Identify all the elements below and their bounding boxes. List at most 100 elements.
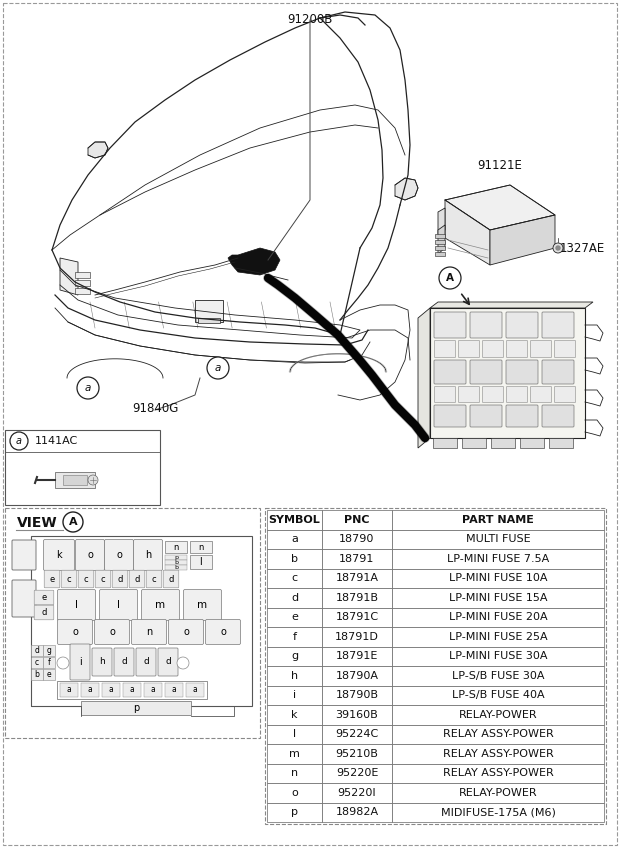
FancyBboxPatch shape [61,570,77,588]
Text: e: e [291,612,298,622]
FancyBboxPatch shape [531,341,552,358]
Bar [392,529,604,549]
Bar [549,438,573,448]
Text: LP-MINI FUSE 7.5A: LP-MINI FUSE 7.5A [447,554,549,564]
Bar [60,683,78,697]
Bar [267,744,322,763]
Text: a: a [66,685,71,695]
Bar [198,318,220,323]
Text: 39160B: 39160B [335,710,378,720]
Text: PART NAME: PART NAME [462,515,534,525]
FancyBboxPatch shape [554,387,575,403]
Text: n: n [174,543,179,551]
Bar [31,536,252,706]
Bar [43,657,55,668]
Text: n: n [198,543,204,551]
Bar [491,438,515,448]
Polygon shape [228,248,280,275]
Bar [322,627,392,646]
Bar [322,724,392,744]
Bar [144,683,162,697]
Text: RELAY-POWER: RELAY-POWER [459,788,538,798]
Bar [267,588,322,607]
FancyBboxPatch shape [146,570,162,588]
Text: SYMBOL: SYMBOL [268,515,321,525]
Bar [392,724,604,744]
Circle shape [177,657,189,669]
Text: LP-MINI FUSE 15A: LP-MINI FUSE 15A [449,593,547,603]
Text: n: n [146,627,152,637]
Bar [392,685,604,705]
FancyBboxPatch shape [482,341,503,358]
Text: f: f [293,632,296,642]
Text: 18790A: 18790A [335,671,378,681]
FancyBboxPatch shape [531,387,552,403]
Text: k: k [56,550,62,560]
Bar [392,588,604,607]
Text: o: o [109,627,115,637]
FancyBboxPatch shape [506,405,538,427]
Text: d: d [168,574,174,583]
FancyBboxPatch shape [542,405,574,427]
Bar [322,802,392,822]
FancyBboxPatch shape [12,540,36,570]
FancyBboxPatch shape [141,589,180,621]
FancyBboxPatch shape [205,620,241,644]
Text: n: n [291,768,298,778]
Text: i: i [293,690,296,700]
Text: d: d [35,646,40,655]
FancyBboxPatch shape [434,360,466,384]
Text: o: o [72,627,78,637]
Text: RELAY ASSY-POWER: RELAY ASSY-POWER [443,749,554,759]
Text: a: a [130,685,135,695]
FancyBboxPatch shape [114,648,134,676]
Bar [63,475,87,485]
Bar [267,646,322,666]
FancyBboxPatch shape [44,570,60,588]
FancyBboxPatch shape [70,644,90,680]
Polygon shape [60,258,78,295]
Text: o: o [183,627,189,637]
Bar [190,555,212,569]
Text: LP-MINI FUSE 20A: LP-MINI FUSE 20A [449,612,547,622]
FancyBboxPatch shape [459,341,479,358]
Bar [392,549,604,568]
Circle shape [207,357,229,379]
Circle shape [77,377,99,399]
FancyBboxPatch shape [470,360,502,384]
Text: l: l [117,600,120,610]
Text: 18791C: 18791C [335,612,379,622]
Polygon shape [438,208,445,234]
Bar [322,646,392,666]
Polygon shape [430,302,593,308]
Bar [75,288,90,294]
FancyBboxPatch shape [482,387,503,403]
Text: c: c [291,573,298,583]
Text: LP-S/B FUSE 40A: LP-S/B FUSE 40A [452,690,544,700]
Bar [392,744,604,763]
Text: d: d [165,657,171,667]
FancyBboxPatch shape [435,387,456,403]
FancyBboxPatch shape [158,648,178,676]
Bar [267,705,322,724]
Text: c: c [152,574,156,583]
FancyBboxPatch shape [34,605,54,620]
Bar [392,783,604,802]
Text: m: m [289,749,300,759]
Text: o: o [291,788,298,798]
Bar [123,683,141,697]
Bar [43,645,55,656]
Text: o: o [116,550,122,560]
Text: MIDIFUSE-175A (M6): MIDIFUSE-175A (M6) [441,807,556,817]
Polygon shape [395,178,418,200]
Text: RELAY ASSY-POWER: RELAY ASSY-POWER [443,768,554,778]
Text: 1327AE: 1327AE [560,242,605,254]
Text: m: m [156,600,166,610]
Text: b: b [174,560,178,565]
Bar [433,438,457,448]
FancyBboxPatch shape [554,341,575,358]
Text: c: c [67,574,71,583]
FancyBboxPatch shape [542,312,574,338]
Text: A: A [446,273,454,283]
FancyBboxPatch shape [507,341,528,358]
